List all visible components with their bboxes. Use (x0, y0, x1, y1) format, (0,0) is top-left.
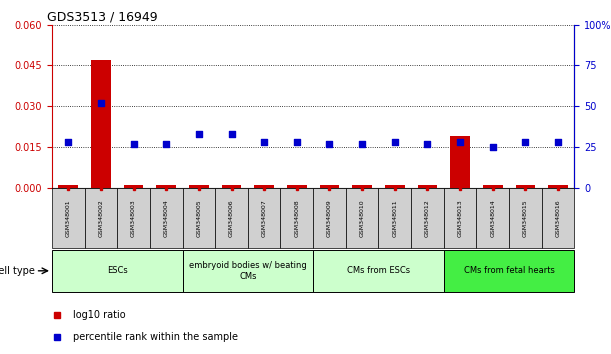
Bar (320, 185, 339, 188)
Text: CMs from ESCs: CMs from ESCs (347, 266, 410, 275)
Bar (254, 185, 274, 188)
Point (390, 139, 400, 145)
Bar (150, 188, 183, 248)
Text: CMs from fetal hearts: CMs from fetal hearts (464, 266, 554, 275)
Text: GSM348014: GSM348014 (490, 199, 495, 236)
Bar (183, 250, 313, 292)
Bar (117, 188, 150, 248)
Bar (91, 60, 111, 188)
Bar (450, 136, 470, 188)
Point (194, 131, 203, 137)
Bar (548, 185, 568, 188)
Text: GDS3513 / 16949: GDS3513 / 16949 (46, 11, 158, 24)
Bar (52, 188, 84, 248)
Bar (444, 250, 574, 292)
Bar (378, 188, 411, 248)
Text: log10 ratio: log10 ratio (73, 310, 125, 320)
Bar (84, 188, 117, 248)
Point (64, 139, 73, 145)
Point (129, 141, 139, 147)
Point (227, 131, 236, 137)
Text: GSM348006: GSM348006 (229, 199, 234, 236)
Text: percentile rank within the sample: percentile rank within the sample (73, 332, 238, 342)
Text: GSM348002: GSM348002 (98, 199, 103, 236)
Text: GSM348012: GSM348012 (425, 199, 430, 236)
Text: GSM348013: GSM348013 (458, 199, 463, 236)
Bar (248, 188, 280, 248)
Point (357, 141, 367, 147)
Text: GSM348015: GSM348015 (523, 199, 528, 236)
Text: embryoid bodies w/ beating
CMs: embryoid bodies w/ beating CMs (189, 261, 307, 280)
Point (488, 144, 497, 150)
Bar (444, 188, 477, 248)
Bar (52, 250, 183, 292)
Text: GSM348010: GSM348010 (360, 199, 365, 236)
Bar (215, 188, 248, 248)
Bar (346, 188, 378, 248)
Text: GSM348007: GSM348007 (262, 199, 266, 236)
Text: GSM348009: GSM348009 (327, 199, 332, 236)
Bar (542, 188, 574, 248)
Bar (124, 185, 144, 188)
Point (292, 139, 302, 145)
Bar (483, 185, 502, 188)
Bar (183, 188, 215, 248)
Bar (477, 188, 509, 248)
Text: GSM348001: GSM348001 (66, 199, 71, 236)
Bar (156, 185, 176, 188)
Point (455, 139, 465, 145)
Bar (313, 188, 346, 248)
Bar (222, 185, 241, 188)
Bar (353, 185, 372, 188)
Point (259, 139, 269, 145)
Bar (280, 188, 313, 248)
Bar (509, 188, 542, 248)
Bar (313, 250, 444, 292)
Text: GSM348016: GSM348016 (555, 199, 560, 236)
Bar (287, 185, 307, 188)
Point (423, 141, 433, 147)
Point (161, 141, 171, 147)
Text: cell type: cell type (0, 266, 35, 276)
Bar (59, 185, 78, 188)
Text: GSM348008: GSM348008 (295, 199, 299, 236)
Text: GSM348011: GSM348011 (392, 199, 397, 236)
Text: GSM348003: GSM348003 (131, 199, 136, 236)
Bar (189, 185, 208, 188)
Bar (417, 185, 437, 188)
Point (324, 141, 334, 147)
Point (521, 139, 530, 145)
Bar (516, 185, 535, 188)
Bar (385, 185, 404, 188)
Text: GSM348004: GSM348004 (164, 199, 169, 236)
Point (96, 100, 106, 106)
Bar (411, 188, 444, 248)
Text: ESCs: ESCs (107, 266, 128, 275)
Text: GSM348005: GSM348005 (196, 199, 202, 236)
Point (553, 139, 563, 145)
